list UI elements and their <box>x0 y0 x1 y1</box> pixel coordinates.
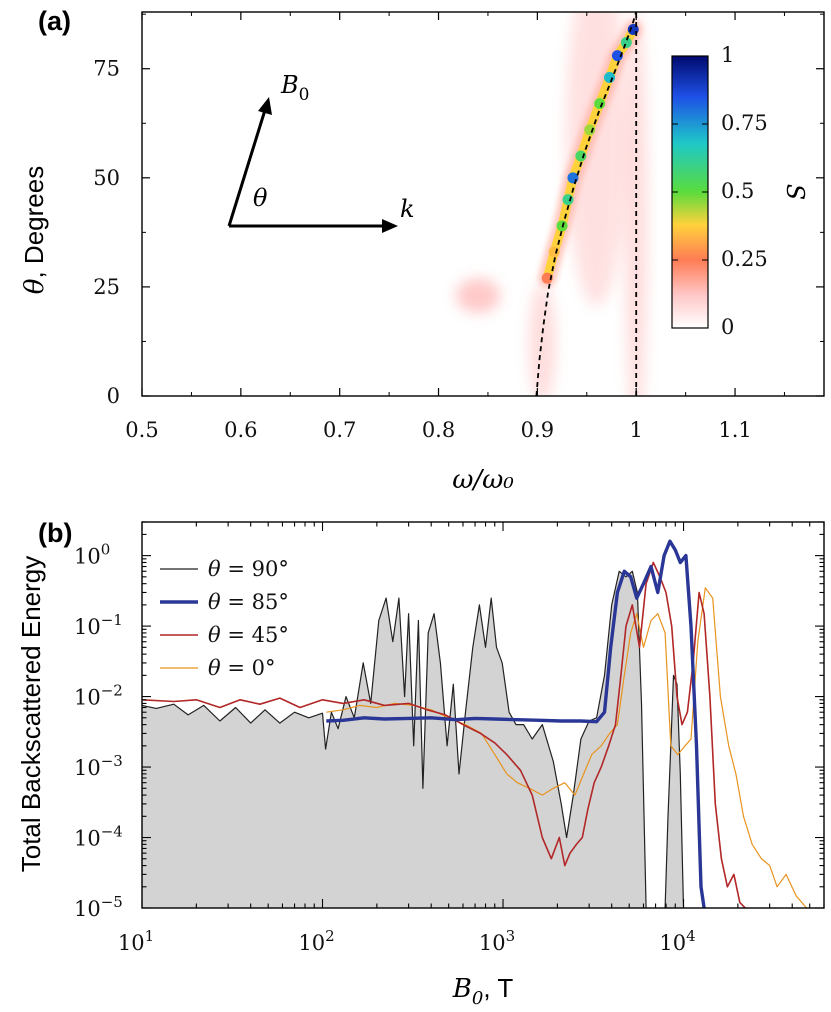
cb-tick-label: 0.75 <box>721 111 768 135</box>
b-ytick-label: 10−1 <box>74 611 123 639</box>
ridge-point-1 <box>548 246 560 258</box>
legend-label-2: θ = 45° <box>208 623 289 647</box>
legend-label-symbol: θ <box>208 623 221 647</box>
legend-label-value: = 45° <box>221 623 289 647</box>
b0-vector-line <box>227 109 267 227</box>
colorbar-label: S <box>781 184 809 200</box>
legend: θ = 90°θ = 85°θ = 45°θ = 0° <box>160 557 289 680</box>
a-xtick-label: 0.5 <box>125 418 158 442</box>
a-xtick-label: 0.8 <box>422 418 455 442</box>
b-xtick-label-exponent: 3 <box>506 927 516 945</box>
legend-label-value: = 0° <box>221 656 276 680</box>
b0-vector-arrowhead <box>258 97 272 115</box>
dispersion-lines <box>535 12 638 396</box>
b-xtick-label-exponent: 4 <box>686 927 696 945</box>
k-vector-arrowhead <box>382 219 398 233</box>
panel-b-y-axis-title: Total Backscattered Energy <box>16 556 46 873</box>
cb-tick-label: 0.25 <box>721 247 768 271</box>
cb-tick-label: 0 <box>721 315 734 339</box>
b-ytick-label-exponent: −1 <box>101 611 123 629</box>
b-ytick-label: 10−2 <box>74 682 123 710</box>
angle-theta-label: θ <box>253 184 268 212</box>
colorbar: 0 0.25 0.5 0.75 1 S <box>671 43 809 339</box>
b-xtick-label: 104 <box>659 927 695 955</box>
colorbar-ticks: 0 0.25 0.5 0.75 1 <box>672 43 768 339</box>
b-ytick-label-exponent: −2 <box>101 682 123 700</box>
b-ytick-label: 100 <box>74 541 110 569</box>
heat-blob-1 <box>529 283 556 396</box>
b-xtick-label-exponent: 2 <box>325 927 335 945</box>
panel-a-label: (a) <box>38 6 71 36</box>
ridge-point-3 <box>562 194 574 206</box>
ridge-point-6 <box>584 124 596 136</box>
theta-90-area <box>142 571 647 908</box>
ridge-point-9 <box>611 50 623 62</box>
b-ytick-label: 10−4 <box>74 823 123 851</box>
b0-vector-label: B0 <box>280 71 309 105</box>
b-ytick-label: 10−5 <box>74 893 123 921</box>
b-ytick-label-exponent: −4 <box>101 823 123 841</box>
a-ytick-label: 50 <box>93 166 120 190</box>
panel-a-y-axis-title: θ, Degrees <box>19 166 50 294</box>
ridge-point-7 <box>594 98 606 110</box>
panel-a-y-tick-labels: 0 25 50 75 <box>93 57 120 408</box>
heat-blob-0 <box>456 278 501 313</box>
panel-b-x-axis-title: B0, T <box>452 973 514 1009</box>
legend-label-symbol: θ <box>208 557 221 581</box>
k-vector-label: k <box>400 195 415 223</box>
legend-label-3: θ = 0° <box>208 656 275 680</box>
series-line-0 <box>142 570 647 908</box>
legend-label-1: θ = 85° <box>208 590 289 614</box>
series-lines <box>142 539 807 908</box>
panel-b-label: (b) <box>38 518 72 548</box>
a-ytick-label: 0 <box>107 384 120 408</box>
legend-label-0: θ = 90° <box>208 557 289 581</box>
a-xtick-label: 1.1 <box>718 418 751 442</box>
a-xtick-label: 1 <box>630 418 643 442</box>
b-ytick-label-exponent: −5 <box>101 893 123 911</box>
panel-b-frame <box>141 521 825 909</box>
cb-tick-label: 0.5 <box>721 179 754 203</box>
b-ytick-label: 10−3 <box>74 752 123 780</box>
ridge-point-4 <box>567 172 579 184</box>
b-xtick-label: 103 <box>479 927 515 955</box>
a-xtick-label: 0.7 <box>323 418 356 442</box>
panel-a-x-tick-labels: 0.5 0.6 0.7 0.8 0.9 1 1.1 <box>125 418 751 442</box>
cb-tick-label: 1 <box>721 43 734 67</box>
ridge-point-8 <box>604 71 616 83</box>
dispersion-curve <box>535 12 638 396</box>
b-xtick-label: 101 <box>118 927 154 955</box>
a-ytick-label: 25 <box>93 275 120 299</box>
theta-90-fill <box>142 571 684 908</box>
panel-a-frame <box>141 11 825 397</box>
legend-label-symbol: θ <box>208 590 221 614</box>
legend-label-symbol: θ <box>208 656 221 680</box>
panel-a-ticks <box>141 12 824 397</box>
series-line-3 <box>326 587 807 908</box>
ridge-point-0 <box>541 272 553 284</box>
b-xtick-label-exponent: 1 <box>145 927 155 945</box>
a-ytick-label: 75 <box>93 57 120 81</box>
a-xtick-label: 0.6 <box>224 418 257 442</box>
series-line-0-peak2 <box>664 674 685 908</box>
ridge-point-5 <box>575 150 587 162</box>
legend-label-value: = 90° <box>221 557 289 581</box>
panel-b-ticks <box>141 521 825 909</box>
b-xtick-label: 102 <box>298 927 334 955</box>
panel-b-y-tick-labels: 100 10−1 10−2 10−3 10−4 10−5 <box>74 541 123 921</box>
b-ytick-label-exponent: 0 <box>101 541 111 559</box>
panel-a-x-axis-title: ω/ω₀ <box>452 465 514 495</box>
ridge-point-10 <box>620 37 632 49</box>
b-ytick-label-exponent: −3 <box>101 752 123 770</box>
inset-vectors: B0 k θ <box>227 71 415 233</box>
a-xtick-label: 0.9 <box>521 418 554 442</box>
series-line-1 <box>326 539 706 908</box>
panel-b-x-tick-labels: 101 102 103 104 <box>118 927 696 955</box>
legend-label-value: = 85° <box>221 590 289 614</box>
theta-90-area-peak2 <box>665 675 684 908</box>
